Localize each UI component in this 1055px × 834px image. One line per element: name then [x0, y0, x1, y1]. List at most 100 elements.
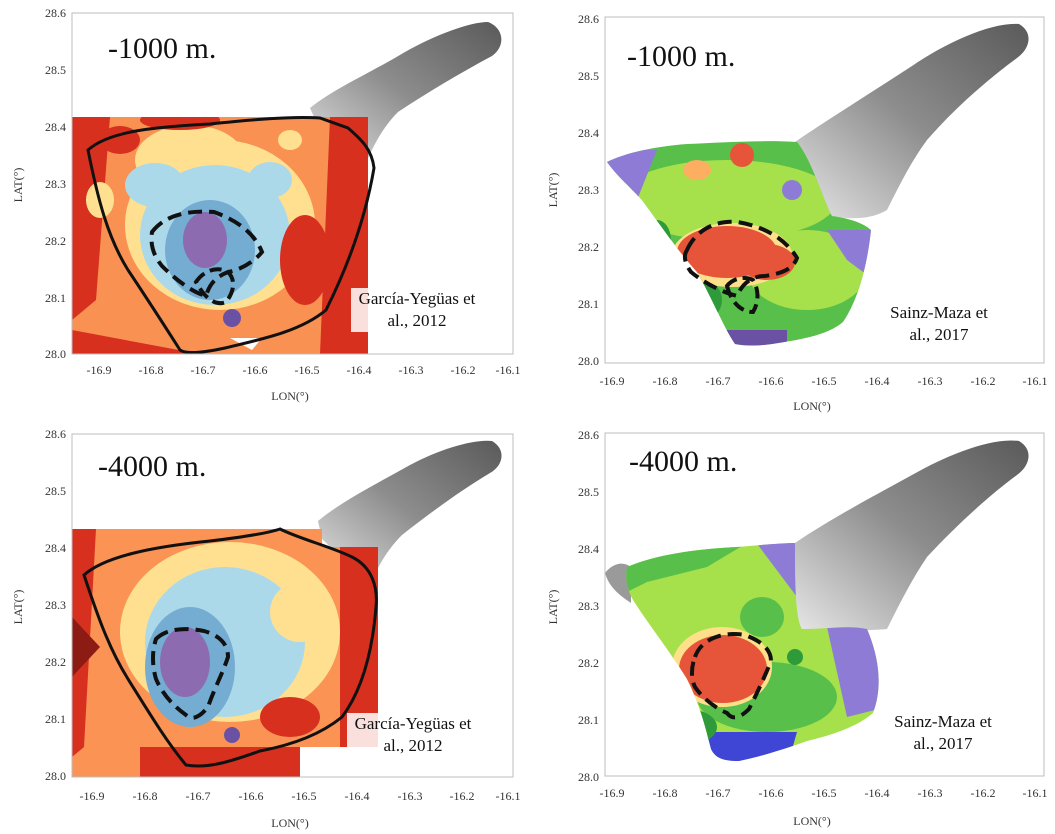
x-tick: -16.6: [239, 789, 264, 803]
island-relief-northeast: [795, 23, 1029, 219]
x-tick: -16.3: [918, 374, 943, 388]
y-tick: 28.6: [578, 428, 599, 442]
y-tick: 28.2: [45, 655, 66, 669]
island-relief-northeast: [795, 440, 1029, 631]
x-tick: -16.2: [971, 374, 996, 388]
y-axis: 28.6 28.5 28.4 28.3 28.2 28.1 28.0 LAT(°…: [11, 6, 66, 361]
x-tick: -16.1: [496, 789, 521, 803]
island-coastline: [82, 527, 378, 768]
y-tick: 28.5: [578, 485, 599, 499]
y-tick: 28.1: [45, 712, 66, 726]
citation-authors: Sainz-Maza et: [894, 712, 992, 731]
x-tick: -16.6: [759, 786, 784, 800]
y-axis: 28.6 28.5 28.4 28.3 28.2 28.1 28.0 LAT(°…: [11, 427, 66, 783]
x-tick: -16.8: [139, 363, 164, 377]
plot-frame: [604, 432, 1045, 777]
y-tick: 28.6: [578, 12, 599, 26]
anomaly-field: [72, 529, 378, 777]
map-panel-top-right: 28.6 28.5 28.4 28.3 28.2 28.1 28.0 LAT(°…: [527, 0, 1054, 417]
x-tick: -16.6: [243, 363, 268, 377]
depth-label: -1000 m.: [623, 40, 740, 74]
y-tick: 28.5: [45, 484, 66, 498]
x-tick: -16.9: [600, 374, 625, 388]
x-tick: -16.4: [347, 363, 372, 377]
caldera-outline: [682, 219, 800, 299]
x-tick: -16.6: [759, 374, 784, 388]
y-tick: 28.1: [578, 713, 599, 727]
map-figure: 28.6 28.5 28.4 28.3 28.2 28.1 28.0 LAT(°…: [546, 428, 1048, 828]
x-axis-label: LON(°): [271, 389, 308, 403]
x-axis-label: LON(°): [793, 399, 830, 413]
y-axis: 28.6 28.5 28.4 28.3 28.2 28.1 28.0 LAT(°…: [546, 428, 599, 784]
y-tick: 28.3: [45, 598, 66, 612]
y-tick: 28.4: [45, 541, 66, 555]
x-axis-label: LON(°): [793, 814, 830, 828]
y-tick: 28.0: [45, 347, 66, 361]
map-panel-bottom-right: 28.6 28.5 28.4 28.3 28.2 28.1 28.0 LAT(°…: [527, 417, 1054, 834]
x-tick: -16.9: [87, 363, 112, 377]
y-tick: 28.3: [45, 177, 66, 191]
x-tick: -16.1: [496, 363, 521, 377]
secondary-outline: [193, 267, 235, 306]
y-tick: 28.0: [45, 769, 66, 783]
y-axis-label: LAT(°): [11, 590, 25, 625]
x-axis-label: LON(°): [271, 816, 308, 830]
x-tick: -16.4: [865, 786, 890, 800]
citation: Sainz-Maza et al., 2017: [877, 711, 1009, 755]
y-tick: 28.5: [578, 69, 599, 83]
y-tick: 28.0: [578, 770, 599, 784]
y-axis-label: LAT(°): [546, 173, 560, 208]
x-tick: -16.3: [398, 789, 423, 803]
x-tick: -16.4: [345, 789, 370, 803]
x-tick: -16.3: [918, 786, 943, 800]
caldera-outline: [690, 632, 774, 720]
citation-authors: García-Yegüas et: [358, 289, 476, 308]
map-figure: 28.6 28.5 28.4 28.3 28.2 28.1 28.0 LAT(°…: [546, 12, 1048, 413]
plot-frame: [604, 16, 1045, 364]
y-tick: 28.4: [578, 126, 599, 140]
x-tick: -16.2: [451, 363, 476, 377]
y-tick: 28.0: [578, 354, 599, 368]
map-panel-top-left: 28.6 28.5 28.4 28.3 28.2 28.1 28.0 LAT(°…: [0, 0, 527, 417]
y-tick: 28.4: [578, 542, 599, 556]
x-tick: -16.3: [399, 363, 424, 377]
x-tick: -16.4: [865, 374, 890, 388]
y-tick: 28.3: [578, 599, 599, 613]
y-tick: 28.3: [578, 183, 599, 197]
citation-year: al., 2017: [909, 325, 969, 344]
y-tick: 28.1: [45, 291, 66, 305]
y-tick: 28.6: [45, 427, 66, 441]
citation: Sainz-Maza et al., 2017: [873, 302, 1005, 346]
plot-frame: [71, 12, 514, 355]
y-tick: 28.4: [45, 120, 66, 134]
x-tick: -16.8: [133, 789, 158, 803]
map-panel-bottom-left: 28.6 28.5 28.4 28.3 28.2 28.1 28.0 LAT(°…: [0, 417, 527, 834]
x-tick: -16.5: [812, 786, 837, 800]
y-tick: 28.5: [45, 63, 66, 77]
y-tick: 28.6: [45, 6, 66, 20]
x-tick: -16.9: [600, 786, 625, 800]
x-tick: -16.2: [971, 786, 996, 800]
caldera-outline: [151, 627, 231, 720]
citation-authors: Sainz-Maza et: [890, 303, 988, 322]
depth-label: -4000 m.: [625, 445, 742, 479]
y-tick: 28.2: [45, 234, 66, 248]
x-tick: -16.7: [706, 786, 731, 800]
x-tick: -16.7: [706, 374, 731, 388]
x-tick: -16.1: [1023, 374, 1048, 388]
x-tick: -16.7: [186, 789, 211, 803]
secondary-outline: [724, 276, 760, 315]
citation: García-Yegüas et al., 2012: [347, 713, 479, 757]
x-axis: -16.9 -16.8 -16.7 -16.6 -16.5 -16.4 -16.…: [87, 363, 521, 403]
plot-frame: [71, 433, 514, 778]
x-tick: -16.8: [653, 786, 678, 800]
depth-label: -1000 m.: [104, 32, 221, 66]
citation-authors: García-Yegüas et: [354, 714, 472, 733]
x-axis: -16.9 -16.8 -16.7 -16.6 -16.5 -16.4 -16.…: [600, 374, 1048, 413]
y-axis-label: LAT(°): [11, 168, 25, 203]
x-tick: -16.5: [292, 789, 317, 803]
x-axis: -16.9 -16.8 -16.7 -16.6 -16.5 -16.4 -16.…: [80, 789, 521, 830]
map-figure: 28.6 28.5 28.4 28.3 28.2 28.1 28.0 LAT(°…: [11, 427, 521, 830]
x-tick: -16.1: [1023, 786, 1048, 800]
x-tick: -16.7: [191, 363, 216, 377]
